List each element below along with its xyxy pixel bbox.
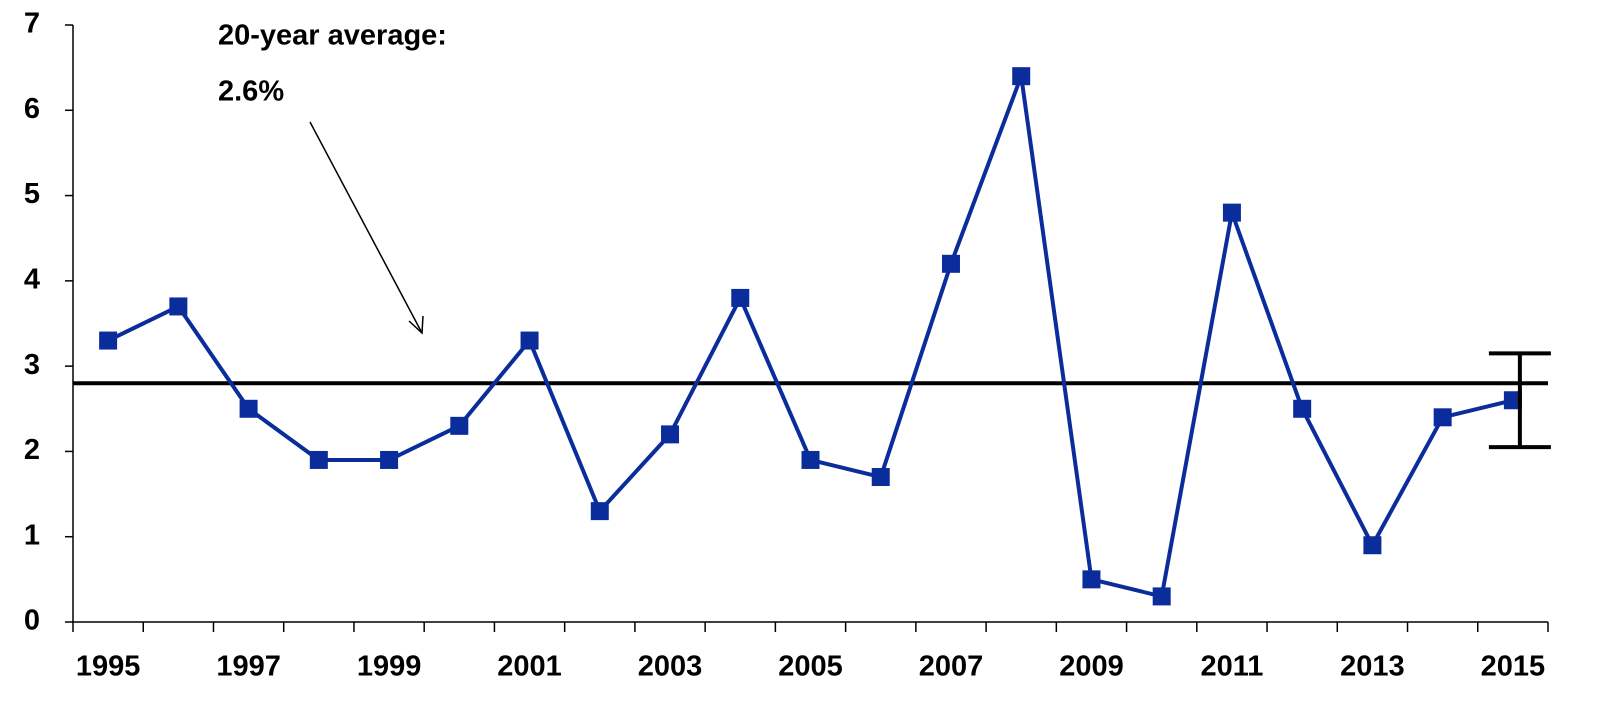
y-tick-label: 1	[24, 519, 40, 551]
x-tick-label: 2005	[778, 651, 843, 683]
annotation-line: 20-year average:	[218, 20, 447, 52]
x-tick-label: 2003	[638, 651, 703, 683]
y-tick-label: 7	[24, 8, 40, 40]
marker	[450, 416, 469, 435]
marker	[1293, 399, 1312, 418]
marker	[1503, 391, 1522, 410]
marker	[1082, 570, 1101, 589]
y-tick-label: 5	[24, 178, 40, 210]
marker	[99, 331, 118, 350]
marker	[169, 297, 188, 316]
marker	[941, 254, 960, 273]
marker	[1363, 536, 1382, 555]
marker	[520, 331, 539, 350]
y-tick-label: 0	[24, 605, 40, 637]
x-tick-label: 1999	[357, 651, 422, 683]
marker	[661, 425, 680, 444]
marker	[380, 450, 399, 469]
y-tick-label: 6	[24, 93, 40, 125]
series-line	[107, 74, 1514, 599]
x-tick-label: 1995	[76, 651, 141, 683]
marker	[1433, 408, 1452, 427]
marker	[871, 468, 890, 487]
x-tick-label: 2001	[497, 651, 562, 683]
x-tick-label: 1997	[216, 651, 281, 683]
marker	[309, 450, 328, 469]
x-tick-label: 2015	[1481, 651, 1546, 683]
marker	[1152, 587, 1171, 606]
x-tick-label: 2009	[1059, 651, 1124, 683]
marker	[801, 450, 820, 469]
x-tick-label: 2013	[1340, 651, 1405, 683]
marker	[1222, 203, 1241, 222]
arrow-head	[408, 315, 424, 335]
y-tick-label: 2	[24, 434, 40, 466]
marker	[590, 502, 609, 521]
y-tick-label: 4	[24, 264, 40, 296]
marker	[1012, 67, 1031, 86]
x-tick-label: 2007	[919, 651, 984, 683]
marker	[239, 399, 258, 418]
x-tick-label: 2011	[1200, 651, 1263, 683]
marker	[731, 288, 750, 307]
y-tick-label: 3	[24, 349, 40, 381]
annotation-line: 2.6%	[218, 76, 284, 108]
annotation-arrow	[309, 121, 423, 334]
